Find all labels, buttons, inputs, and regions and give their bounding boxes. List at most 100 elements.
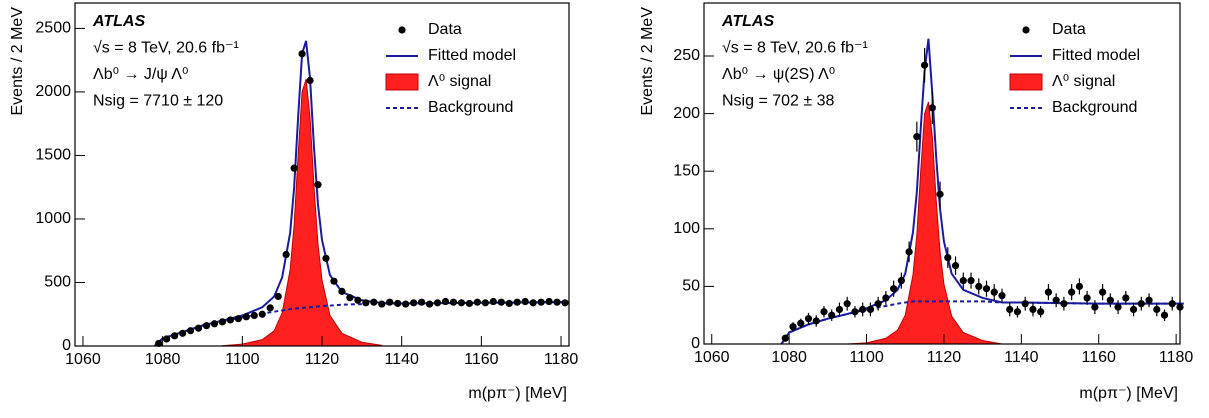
data-point [897, 277, 905, 285]
y-axis-label: Events / 2 MeV [639, 7, 656, 116]
data-point [314, 181, 322, 189]
data-point [402, 300, 410, 308]
data-point [394, 299, 402, 308]
data-point [851, 308, 859, 316]
data-point [1060, 300, 1068, 308]
data-point [457, 299, 466, 307]
data-point [1068, 288, 1076, 296]
experiment-label: ATLAS [92, 13, 145, 30]
data-point [226, 316, 234, 324]
annotation: Λb⁰ → ψ(2S) Λ⁰ [722, 66, 835, 83]
legend-symbol [385, 73, 419, 91]
data-point [990, 288, 998, 296]
data-point [835, 305, 844, 314]
data-point [975, 282, 983, 290]
data-point [1006, 305, 1014, 314]
x-tick-label: 1180 [1159, 349, 1194, 366]
data-point [920, 61, 929, 69]
data-point [529, 299, 537, 307]
data-point [905, 248, 913, 256]
data-point [338, 287, 346, 295]
y-tick-label: 1000 [35, 210, 71, 227]
data-point [170, 332, 179, 340]
data-point [218, 318, 227, 326]
data-point [913, 133, 921, 141]
data-point [290, 164, 298, 172]
signal-area [847, 101, 1003, 345]
y-tick-label: 500 [44, 274, 71, 291]
y-tick-label: 250 [673, 47, 700, 64]
data-point [274, 292, 282, 301]
data-point [789, 323, 797, 331]
legend-label: Data [428, 21, 462, 38]
data-point [234, 315, 242, 323]
data-point [951, 262, 960, 270]
annotation: √s = 8 TeV, 20.6 fb⁻¹ [93, 40, 239, 57]
y-tick-label: 0 [691, 335, 700, 352]
data-point [1052, 296, 1060, 304]
y-tick-label: 50 [682, 278, 700, 295]
legend-label: Λ⁰ signal [1052, 73, 1115, 90]
data-point [266, 304, 274, 312]
data-point [998, 292, 1006, 300]
x-tick-label: 1100 [225, 351, 260, 368]
data-point [186, 327, 195, 335]
x-tick-label: 1180 [544, 351, 579, 368]
data-point [521, 297, 529, 306]
panel: 1060 1080 1100 1120 1140 1160 1180 0 500 1000 1500… [9, 2, 579, 402]
data-point [874, 300, 882, 308]
data-point [561, 299, 569, 307]
x-tick-label: 1100 [849, 349, 884, 366]
data-point [441, 297, 450, 306]
data-point [505, 299, 513, 308]
data-point [449, 298, 458, 306]
data-point [804, 315, 813, 323]
data-point [1114, 303, 1122, 311]
legend-label: Background [428, 99, 513, 116]
data-point [967, 277, 975, 285]
y-tick-label: 0 [62, 337, 71, 354]
x-tick-label: 1160 [1082, 349, 1117, 366]
x-tick-label: 1140 [1004, 349, 1039, 366]
y-axis-label: Events / 2 MeV [9, 7, 26, 116]
data-point [859, 305, 867, 314]
background-line [780, 300, 1184, 345]
legend-symbol [1009, 73, 1043, 91]
data-point [250, 311, 258, 320]
x-axis-label: m(pπ⁻) [MeV] [468, 385, 567, 402]
data-point [1037, 308, 1045, 316]
data-point [890, 285, 898, 293]
data-point [1137, 300, 1145, 308]
data-point [866, 305, 875, 314]
data-point [1029, 305, 1037, 314]
data-point [928, 104, 936, 112]
data-point [489, 297, 497, 306]
data-point [330, 277, 338, 285]
signal-area [221, 79, 383, 347]
x-tick-label: 1080 [771, 349, 807, 366]
data-point [473, 298, 481, 306]
data-point [545, 297, 553, 306]
data-point [410, 299, 418, 307]
data-point [481, 299, 489, 307]
data-point [306, 76, 314, 85]
data-point [346, 294, 354, 302]
data-point [982, 285, 991, 293]
data-point [1106, 296, 1114, 304]
fit-line [153, 40, 570, 347]
data-point [282, 250, 290, 259]
data-point [417, 298, 426, 306]
y-tick-label: 150 [673, 162, 700, 179]
x-axis-label: m(pπ⁻) [MeV] [1079, 385, 1178, 402]
data-point [210, 320, 219, 328]
data-point [553, 298, 561, 306]
data-point [812, 317, 820, 325]
data-point [298, 50, 306, 58]
data-point [1160, 311, 1169, 319]
y-tick-label: 2500 [35, 20, 71, 37]
legend-label: Data [1052, 21, 1086, 38]
plot-frame [703, 2, 1181, 345]
data-point [944, 253, 952, 262]
x-tick-label: 1160 [464, 351, 499, 368]
